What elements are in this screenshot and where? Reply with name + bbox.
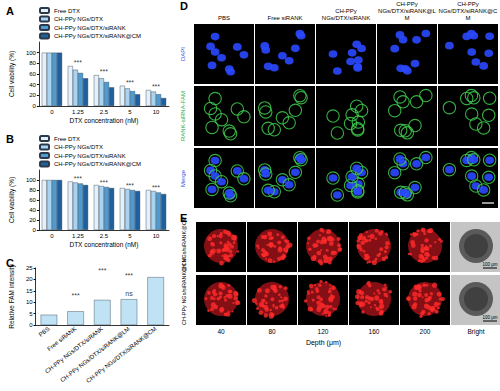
svg-text:ns: ns <box>125 290 133 297</box>
svg-text:20: 20 <box>26 276 33 282</box>
svg-text:1.25: 1.25 <box>72 109 84 115</box>
svg-text:100: 100 <box>26 177 37 183</box>
svg-text:***: *** <box>100 179 108 186</box>
svg-text:10: 10 <box>153 109 160 115</box>
html-text:Free siRANK: Free siRANK <box>267 15 303 21</box>
html-text:RANK-siRNA-FAM: RANK-siRNA-FAM <box>180 91 186 141</box>
svg-text:Cell viability (%): Cell viability (%) <box>8 51 16 97</box>
svg-text:5: 5 <box>128 233 132 239</box>
svg-text:A: A <box>6 5 14 17</box>
html-text:CH-PPy NGs/DTX/siRANK@CM: CH-PPy NGs/DTX/siRANK@CM <box>438 1 498 21</box>
html-text:CH NGs/siRANK@CM: CH NGs/siRANK@CM <box>181 216 187 272</box>
svg-text:***: *** <box>74 59 82 66</box>
svg-text:0: 0 <box>50 109 54 115</box>
svg-text:CH-PPy NGs/DTX/siRANK@LM: CH-PPy NGs/DTX/siRANK@LM <box>59 325 131 384</box>
html-text:80: 80 <box>268 328 276 335</box>
svg-text:20: 20 <box>29 217 36 223</box>
svg-text:10: 10 <box>26 299 33 305</box>
svg-text:0: 0 <box>29 322 33 328</box>
html-text:CH-PPy NGs/DTX/siRANK: CH-PPy NGs/DTX/siRANK <box>321 8 371 21</box>
svg-text:DTX concentration (nM): DTX concentration (nM) <box>69 117 138 125</box>
svg-text:80: 80 <box>29 60 36 66</box>
svg-text:Relative FAM intensity: Relative FAM intensity <box>8 264 16 329</box>
svg-text:CH-PPy NGs/DTX/siRANK@CM: CH-PPy NGs/DTX/siRANK@CM <box>54 33 141 39</box>
html-text:40: 40 <box>217 328 225 335</box>
svg-text:10: 10 <box>153 233 160 239</box>
html-text:200: 200 <box>419 328 431 335</box>
svg-text:Free DTX: Free DTX <box>54 136 80 142</box>
html-text:Merge: Merge <box>180 169 186 187</box>
html-text:120: 120 <box>317 328 329 335</box>
svg-text:40: 40 <box>29 207 36 213</box>
html-text:CH-PPy NGs/siRANK@CM: CH-PPy NGs/siRANK@CM <box>181 257 187 325</box>
svg-text:60: 60 <box>29 197 36 203</box>
svg-text:100: 100 <box>26 50 37 56</box>
svg-text:***: *** <box>126 79 134 86</box>
svg-text:40: 40 <box>29 82 36 88</box>
svg-text:***: *** <box>126 182 134 189</box>
svg-text:DTX concentration (nM): DTX concentration (nM) <box>69 241 138 249</box>
svg-text:CH-PPy NGs/DTX: CH-PPy NGs/DTX <box>54 16 103 22</box>
svg-text:CH-PPy NGs/DTX/siRANK: CH-PPy NGs/DTX/siRANK <box>44 325 105 375</box>
svg-text:CH-PPy NGs/DTX: CH-PPy NGs/DTX <box>54 144 103 150</box>
svg-text:***: *** <box>100 68 108 75</box>
html-text:Depth (μm): Depth (μm) <box>305 339 342 346</box>
html-text:D: D <box>180 0 188 12</box>
svg-text:CH-PPy NGs/DTX/siRANK: CH-PPy NGs/DTX/siRANK <box>54 153 126 159</box>
svg-text:CH-PPy NGs/DTX/siRANK: CH-PPy NGs/DTX/siRANK <box>54 25 126 31</box>
html-text:E: E <box>180 212 188 224</box>
svg-text:PBS: PBS <box>38 326 51 338</box>
svg-text:100 μm: 100 μm <box>482 262 497 267</box>
html-text:Bright: Bright <box>467 328 485 335</box>
svg-text:0: 0 <box>50 233 54 239</box>
svg-text:Free siRANK: Free siRANK <box>46 325 78 352</box>
svg-text:15: 15 <box>26 288 33 294</box>
svg-text:0: 0 <box>33 227 37 233</box>
html-text:CH-PPy NGs/DTX/siRANK@LM: CH-PPy NGs/DTX/siRANK@LM <box>378 1 436 21</box>
svg-text:80: 80 <box>29 187 36 193</box>
svg-text:2.5: 2.5 <box>100 109 109 115</box>
svg-text:***: *** <box>152 184 160 191</box>
svg-text:Cell viability (%): Cell viability (%) <box>8 177 16 223</box>
html-text:PBS: PBS <box>218 15 230 21</box>
html-text:160: 160 <box>368 328 380 335</box>
svg-text:***: *** <box>72 292 80 299</box>
svg-text:***: *** <box>125 272 133 279</box>
svg-text:B: B <box>6 133 14 145</box>
svg-text:***: *** <box>74 175 82 182</box>
svg-text:5: 5 <box>29 311 33 317</box>
svg-text:C: C <box>6 257 14 269</box>
svg-text:2.5: 2.5 <box>100 233 109 239</box>
svg-text:CH-PPy NGs/DTX/siRANK@CM: CH-PPy NGs/DTX/siRANK@CM <box>54 161 141 167</box>
svg-text:***: *** <box>152 83 160 90</box>
svg-text:Free DTX: Free DTX <box>54 8 80 14</box>
svg-text:25: 25 <box>26 265 33 271</box>
svg-text:CH-PPy NGs/DTX/siRANK@CM: CH-PPy NGs/DTX/siRANK@CM <box>85 326 157 384</box>
svg-text:***: *** <box>98 267 106 274</box>
svg-text:60: 60 <box>29 71 36 77</box>
svg-text:100 μm: 100 μm <box>482 315 497 320</box>
svg-text:0: 0 <box>33 103 37 109</box>
html-text:DAPI: DAPI <box>180 47 186 61</box>
svg-text:5: 5 <box>128 109 132 115</box>
svg-text:20: 20 <box>29 92 36 98</box>
svg-text:1.25: 1.25 <box>72 233 84 239</box>
